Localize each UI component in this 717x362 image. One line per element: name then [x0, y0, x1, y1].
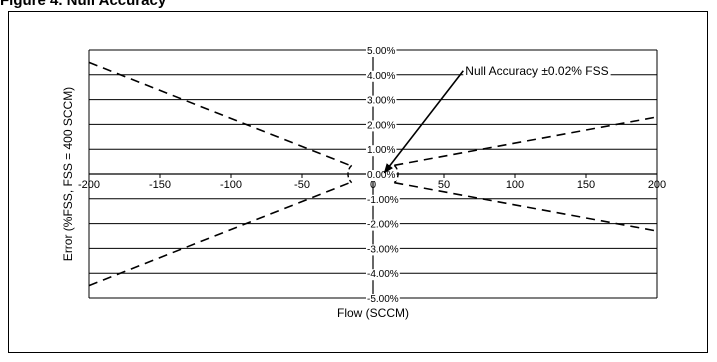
- series-line: [88, 61, 352, 167]
- x-tick-label: 100: [506, 179, 524, 191]
- y-tick-label: 2.00%: [367, 120, 395, 131]
- x-tick-label: -150: [149, 179, 171, 191]
- annotations: Null Accuracy ±0.02% FSS: [383, 62, 611, 174]
- series-line: [88, 181, 352, 287]
- y-tick-label: 5.00%: [367, 46, 395, 57]
- y-tick-label: -2.00%: [367, 220, 399, 231]
- y-tick-label-bg: [366, 145, 397, 157]
- x-tick-label: -100: [220, 179, 242, 191]
- y-tick-label: -4.00%: [367, 269, 399, 280]
- y-tick-label: -3.00%: [367, 244, 399, 255]
- y-tick-label: 0.00%: [367, 170, 395, 181]
- y-tick-label: -1.00%: [367, 195, 399, 206]
- y-tick-label: -5.00%: [367, 294, 399, 305]
- y-tick-label-bg: [366, 194, 400, 206]
- annotation-arrow: [383, 70, 464, 174]
- y-tick-label-bg: [366, 120, 397, 132]
- y-axis-title: Error (%FSS, FSS = 400 SCCM): [61, 87, 75, 261]
- x-axis-title: Flow (SCCM): [337, 306, 409, 320]
- x-tick-label: 0: [370, 179, 376, 191]
- null-bracket-left: [347, 164, 353, 184]
- y-tick-label-bg: [366, 294, 400, 305]
- y-tick-label: 3.00%: [367, 96, 395, 107]
- x-tick-label: 150: [577, 179, 595, 191]
- y-tick-label-bg: [366, 269, 400, 281]
- y-tick-label-bg: [366, 244, 400, 256]
- y-tick-label-bg: [366, 46, 397, 57]
- x-tick-label: -200: [78, 179, 100, 191]
- x-tick-label: 50: [438, 179, 450, 191]
- y-tick-label: 4.00%: [367, 71, 395, 82]
- x-tick-label: -50: [294, 179, 310, 191]
- null-bracket-right: [393, 164, 399, 184]
- data-series: [88, 61, 658, 287]
- tick-labels: -200 -150 -100 -50 0 50 100 150 200 5.00% 4.00% 3.0…: [78, 46, 666, 305]
- x-tick-label: 200: [648, 179, 666, 191]
- y-tick-label-bg: [366, 70, 397, 82]
- annotation-text: Null Accuracy ±0.02% FSS: [465, 64, 608, 78]
- y-tick-label-bg: [366, 95, 397, 107]
- annotation-bg: [463, 62, 611, 79]
- y-tick-label: 1.00%: [367, 145, 395, 156]
- y-tick-label-bg: [366, 219, 400, 231]
- figure-caption: Figure 4. Null Accuracy: [0, 0, 167, 9]
- y-tick-label-bg: [366, 170, 397, 181]
